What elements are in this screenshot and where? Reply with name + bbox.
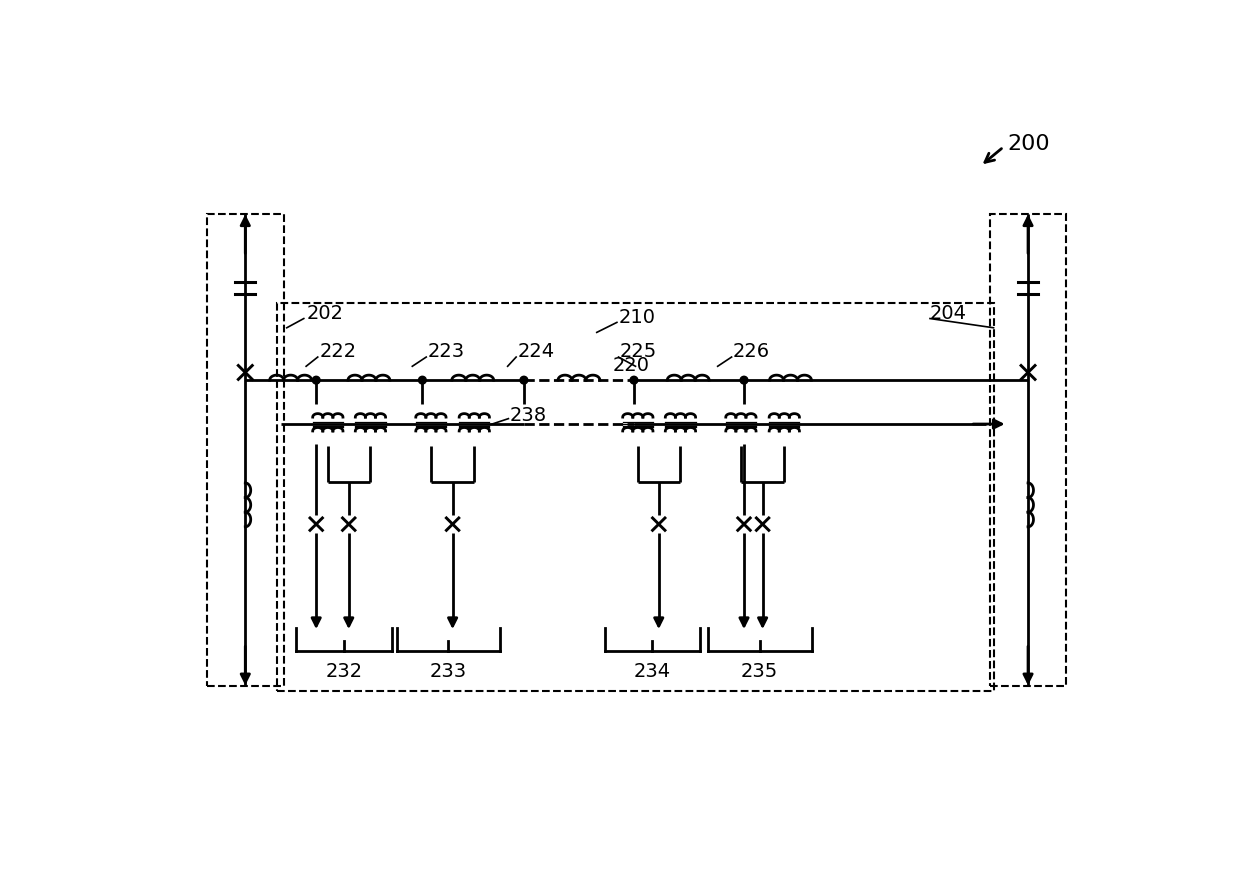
- Text: 200: 200: [1007, 133, 1050, 154]
- Text: 220: 220: [613, 356, 650, 375]
- Circle shape: [312, 377, 320, 385]
- Text: 210: 210: [619, 307, 656, 327]
- Text: 222: 222: [320, 342, 356, 361]
- Circle shape: [740, 377, 748, 385]
- Text: 202: 202: [306, 304, 343, 322]
- Text: 225: 225: [620, 342, 657, 361]
- Text: 238: 238: [510, 405, 547, 424]
- Text: 234: 234: [634, 661, 671, 680]
- Text: 226: 226: [733, 342, 770, 361]
- Text: 204: 204: [930, 304, 967, 322]
- Text: 235: 235: [740, 661, 779, 680]
- Circle shape: [520, 377, 528, 385]
- Bar: [207, 214, 284, 686]
- Circle shape: [419, 377, 427, 385]
- Text: 223: 223: [428, 342, 465, 361]
- Text: 224: 224: [518, 342, 554, 361]
- Text: 232: 232: [326, 661, 362, 680]
- Bar: [990, 214, 1066, 686]
- Text: 233: 233: [429, 661, 466, 680]
- Bar: [278, 304, 993, 692]
- Circle shape: [630, 377, 637, 385]
